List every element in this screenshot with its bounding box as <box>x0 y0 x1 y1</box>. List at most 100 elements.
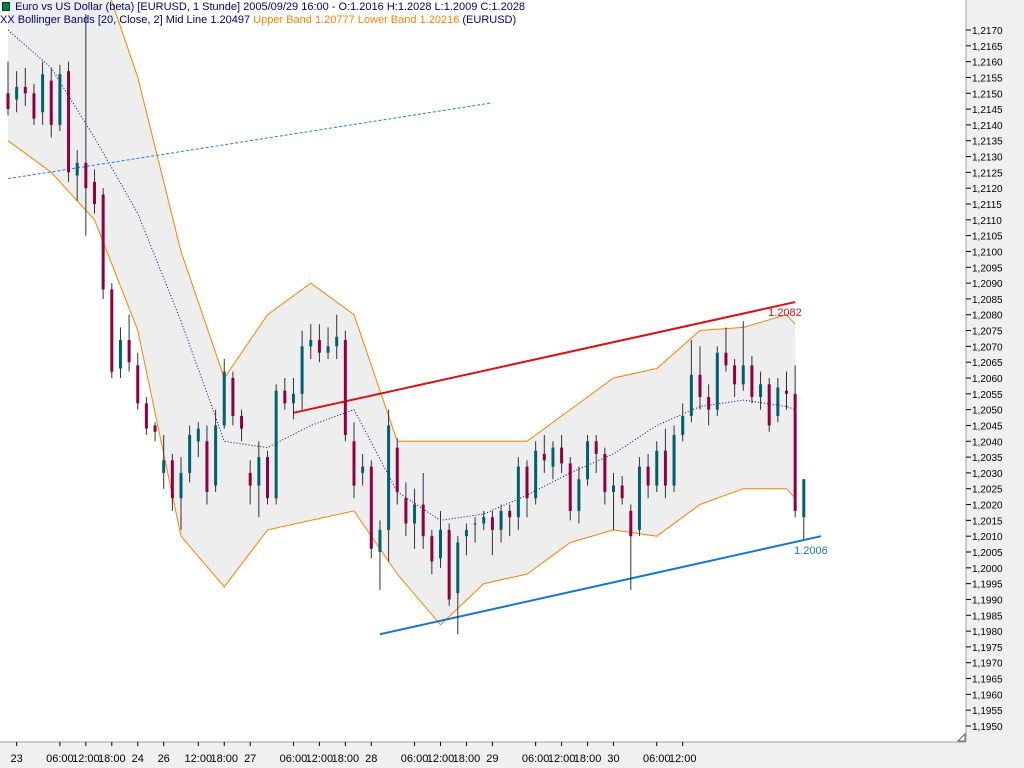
candle-body <box>326 346 330 353</box>
candle-body <box>724 352 728 366</box>
price-tick-label: 1,1985 <box>972 611 1003 622</box>
time-tick-label: 12:00 <box>669 753 697 765</box>
candle-body <box>603 453 607 492</box>
support-line[interactable] <box>379 535 822 636</box>
candle-body <box>101 194 105 290</box>
symbol-label: (EURUSD) <box>462 14 517 26</box>
candle-body <box>75 162 79 176</box>
candle-body <box>291 393 295 404</box>
candle-body <box>58 74 62 125</box>
price-tick-label: 1,2070 <box>972 342 1003 353</box>
candle-body <box>352 441 356 486</box>
candle-body <box>231 378 235 416</box>
price-tick-label: 1,1980 <box>972 627 1003 638</box>
time-tick-label: 06:00 <box>46 753 74 765</box>
candle-body <box>508 510 512 518</box>
price-tick-label: 1,2105 <box>972 232 1003 243</box>
candle-body <box>499 510 503 530</box>
candle-body <box>490 517 494 530</box>
price-tick-label: 1,2100 <box>972 247 1003 258</box>
price-tick-label: 1,2050 <box>972 406 1003 417</box>
candle-body <box>733 365 737 385</box>
candle-body <box>473 523 477 525</box>
candle-body <box>32 93 36 119</box>
time-tick-label: 06:00 <box>643 753 671 765</box>
trend-annotations[interactable]: 1.2082 1.2006 <box>7 102 828 636</box>
candle-body <box>118 340 122 369</box>
candle-body <box>274 390 278 499</box>
candle-body <box>93 181 96 204</box>
candle-body <box>525 466 529 499</box>
series-label: Euro vs US Dollar (beta) [EURUSD, 1 Stun… <box>15 1 241 13</box>
time-axis-panel[interactable] <box>0 742 966 768</box>
time-tick-label: 06:00 <box>280 753 308 765</box>
mid-line-value: Mid Line 1.20497 <box>165 14 251 26</box>
time-tick-label: 12:00 <box>548 753 576 765</box>
time-tick-label: 18:00 <box>453 753 481 765</box>
time-tick-label: 24 <box>132 753 144 765</box>
price-tick-label: 1,2000 <box>972 564 1003 575</box>
candle-body <box>300 346 304 394</box>
price-tick-label: 1,2060 <box>972 374 1003 385</box>
time-tick-label: 06:00 <box>522 753 550 765</box>
candle-body <box>560 447 564 464</box>
price-tick-label: 1,1965 <box>972 675 1003 686</box>
price-tick-label: 1,2080 <box>972 311 1003 322</box>
price-tick-label: 1,2145 <box>972 105 1003 116</box>
candle-body <box>551 447 555 467</box>
time-tick-label: 12:00 <box>185 753 213 765</box>
candle-body <box>534 450 538 499</box>
resistance-line[interactable] <box>293 301 796 414</box>
price-tick-label: 1,2155 <box>972 73 1003 84</box>
candle-body <box>430 536 434 562</box>
price-tick-label: 1,2005 <box>972 548 1003 559</box>
candle-body <box>144 403 148 429</box>
candle-body <box>404 498 408 524</box>
candle-body <box>23 86 27 94</box>
resize-grip-icon[interactable] <box>957 733 966 742</box>
price-tick-label: 1,2015 <box>972 516 1003 527</box>
price-axis-panel[interactable] <box>966 0 1024 768</box>
candle-body <box>214 425 218 486</box>
upper-band-line <box>110 0 796 442</box>
price-tick-label: 1,2160 <box>972 58 1003 69</box>
bollinger-band-fill <box>8 0 796 625</box>
price-tick-label: 1,2170 <box>972 26 1003 37</box>
time-tick-label: 18:00 <box>574 753 602 765</box>
candle-body <box>681 415 685 435</box>
candle-body <box>707 396 711 410</box>
candle-body <box>15 86 19 100</box>
price-tick-label: 1,2090 <box>972 279 1003 290</box>
price-tick-label: 1,2025 <box>972 485 1003 496</box>
candle-body <box>283 390 287 404</box>
candle-body <box>84 162 88 189</box>
time-tick-label: 18:00 <box>98 753 126 765</box>
ohlc-readout: 2005/09/29 16:00 - O:1.2016 H:1.2028 L:1… <box>243 1 526 13</box>
price-tick-label: 1,1995 <box>972 580 1003 591</box>
price-tick-label: 1,2165 <box>972 42 1003 53</box>
candle-body <box>672 434 676 486</box>
candle-body <box>542 453 546 461</box>
candle-body <box>715 352 719 410</box>
candle-body <box>759 384 763 397</box>
price-tick-label: 1,2020 <box>972 501 1003 512</box>
time-tick-label: 12:00 <box>72 753 100 765</box>
time-tick-label: 12:00 <box>306 753 334 765</box>
price-tick-label: 1,2130 <box>972 153 1003 164</box>
candle-body <box>482 517 486 524</box>
candle-body <box>266 457 269 499</box>
candle-body <box>516 466 520 518</box>
price-tick-label: 1,2115 <box>972 200 1002 211</box>
bollinger-band-area <box>7 0 796 626</box>
candle-body <box>188 434 192 473</box>
candlestick-series <box>6 14 806 635</box>
candle-body <box>162 460 166 473</box>
dashed-trend-line[interactable] <box>7 102 493 180</box>
candle-body <box>248 472 252 486</box>
price-tick-label: 1,2125 <box>972 168 1003 179</box>
candle-body <box>136 365 140 404</box>
time-tick-label: 06:00 <box>401 753 429 765</box>
support-price-label: 1.2006 <box>794 545 828 557</box>
